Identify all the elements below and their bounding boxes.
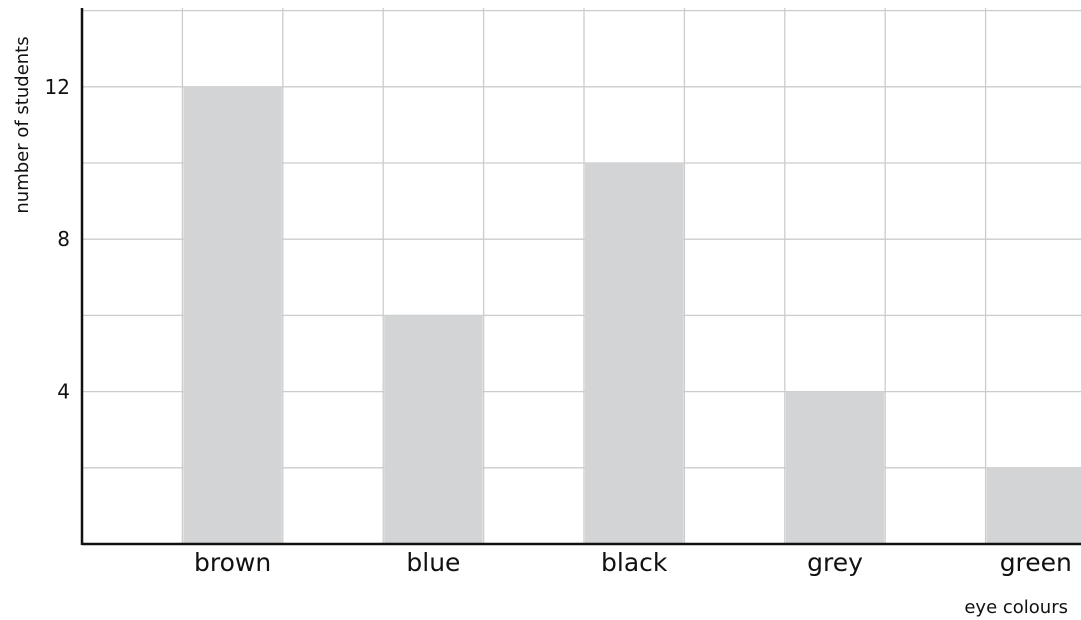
bar-green	[986, 467, 1081, 543]
bar-brown	[183, 86, 282, 544]
y-tick-label: 4	[57, 380, 70, 404]
bar-blue	[384, 315, 483, 543]
x-tick-label-blue: blue	[406, 548, 460, 577]
x-tick-labels: brown blue black grey green	[194, 548, 1072, 577]
x-tick-label-brown: brown	[194, 548, 271, 577]
bar-grey	[785, 391, 885, 543]
x-tick-label-black: black	[601, 548, 668, 577]
axes	[80, 8, 1081, 546]
y-axis-title: number of students	[12, 36, 33, 213]
x-axis-title: eye colours	[964, 597, 1068, 618]
x-tick-label-grey: grey	[807, 548, 863, 577]
y-tick-labels: 4 8 12	[45, 75, 70, 404]
bar-black	[585, 163, 684, 543]
y-tick-label: 12	[45, 75, 70, 99]
bars	[183, 86, 1081, 544]
y-tick-label: 8	[57, 227, 70, 251]
x-tick-label-green: green	[1000, 548, 1072, 577]
